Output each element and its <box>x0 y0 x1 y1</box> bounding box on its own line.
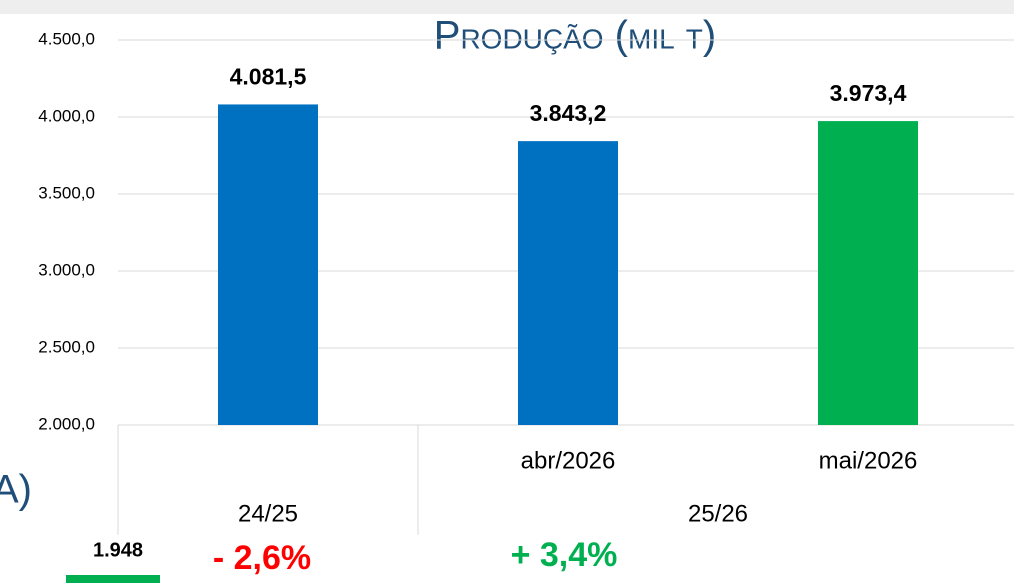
y-tick-label: 3.500,0 <box>38 183 95 202</box>
data-label: 3.973,4 <box>830 80 907 106</box>
bar <box>818 121 918 425</box>
y-tick-label: 3.000,0 <box>38 260 95 279</box>
bar <box>518 141 618 425</box>
chart-title: Produção (mil t) <box>434 14 716 58</box>
group-label: 25/26 <box>688 500 748 527</box>
y-tick-label: 2.500,0 <box>38 337 95 356</box>
legend-swatch <box>66 575 160 583</box>
side-value: 1.948 <box>93 539 143 561</box>
change-label: - 2,6% <box>213 539 311 577</box>
bar <box>218 104 318 425</box>
top-strip <box>0 0 1014 14</box>
change-label: + 3,4% <box>511 536 618 574</box>
y-tick-label: 2.000,0 <box>38 414 95 433</box>
x-tick-label: abr/2026 <box>521 447 616 474</box>
y-tick-label: 4.000,0 <box>38 106 95 125</box>
y-tick-label: 4.500,0 <box>38 29 95 48</box>
cropped-label: A) <box>0 468 32 512</box>
x-tick-label: mai/2026 <box>819 447 918 474</box>
data-label: 3.843,2 <box>530 100 607 126</box>
group-label: 24/25 <box>238 500 298 527</box>
data-label: 4.081,5 <box>230 64 307 90</box>
